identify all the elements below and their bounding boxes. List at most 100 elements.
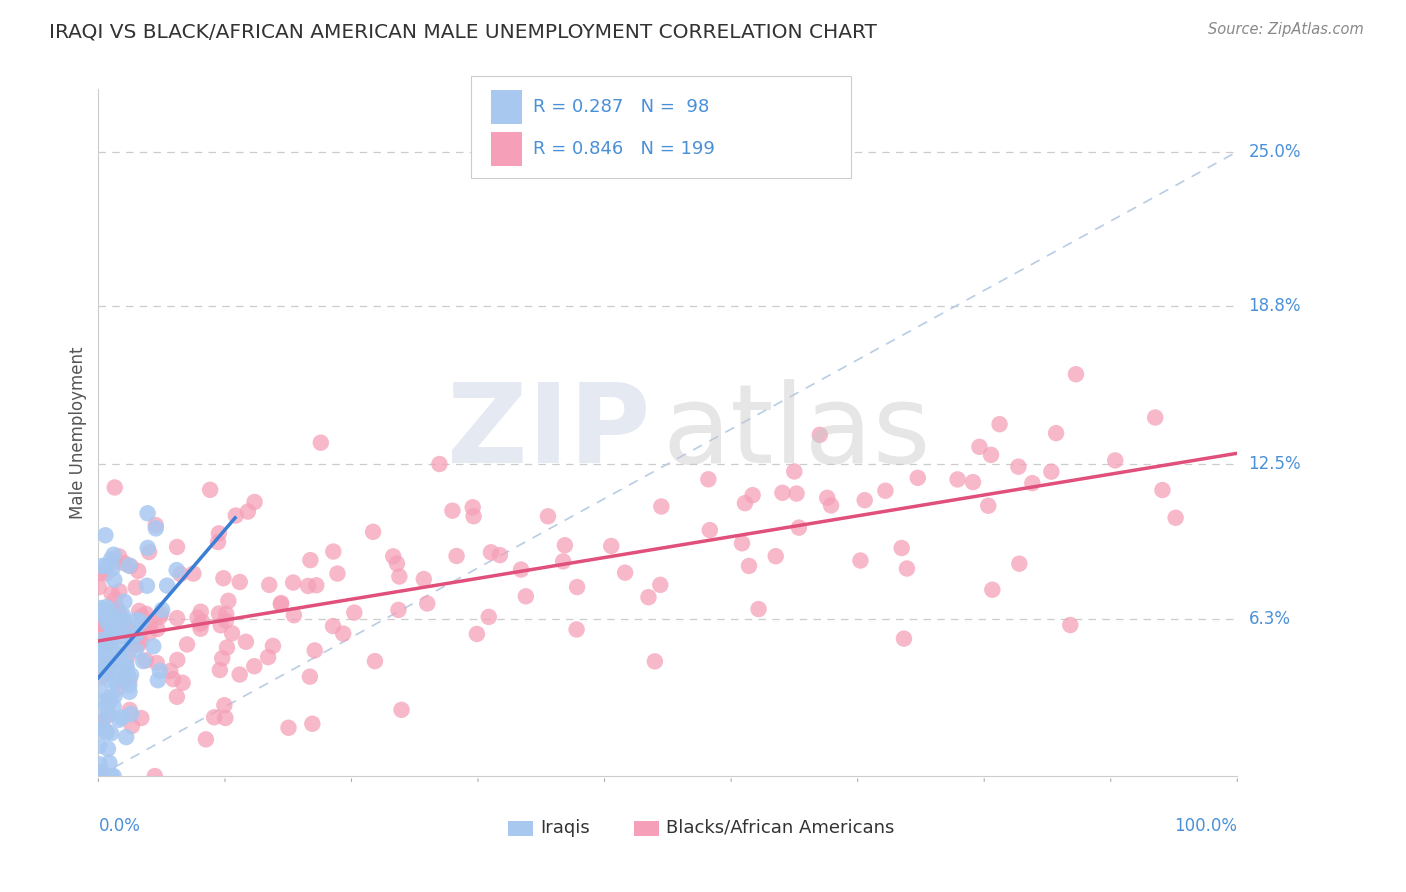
Text: 100.0%: 100.0% <box>1174 817 1237 835</box>
Point <box>343 606 366 620</box>
Point <box>136 506 159 520</box>
Point <box>162 672 184 686</box>
Point <box>98 756 121 770</box>
Point <box>98 648 121 663</box>
Point <box>748 602 770 616</box>
Point <box>217 594 239 608</box>
Point <box>111 607 134 622</box>
Point <box>783 465 806 479</box>
Point <box>101 610 124 624</box>
Point <box>100 640 122 655</box>
Point <box>553 554 575 568</box>
Point <box>103 573 125 587</box>
Point <box>103 769 125 783</box>
Point <box>304 643 326 657</box>
Point <box>122 635 145 649</box>
Point <box>121 629 143 643</box>
Point <box>91 621 114 635</box>
Point <box>215 607 238 621</box>
Text: 0.0%: 0.0% <box>98 817 141 835</box>
Point <box>988 417 1011 432</box>
Point <box>176 637 198 651</box>
Point <box>118 685 141 699</box>
Point <box>93 663 115 677</box>
Point <box>129 633 152 648</box>
Point <box>108 680 131 694</box>
Point <box>554 538 576 552</box>
Point <box>118 673 141 687</box>
Point <box>309 435 332 450</box>
Point <box>111 673 134 688</box>
Point <box>875 483 897 498</box>
Point <box>387 603 409 617</box>
Point <box>135 607 157 621</box>
Point <box>191 615 214 629</box>
Point <box>145 521 167 535</box>
Point <box>104 555 127 569</box>
Point <box>100 647 122 661</box>
Point <box>115 620 138 634</box>
Point <box>1164 510 1187 524</box>
Point <box>166 611 188 625</box>
Point <box>225 508 247 523</box>
Point <box>94 566 117 581</box>
Point <box>93 641 115 656</box>
Point <box>221 626 243 640</box>
Point <box>208 663 231 677</box>
Point <box>135 653 157 667</box>
Point <box>120 559 142 574</box>
Point <box>96 725 118 739</box>
Point <box>121 628 143 642</box>
Point <box>100 690 122 704</box>
Point <box>105 624 128 639</box>
Point <box>97 616 120 631</box>
Point <box>183 566 205 581</box>
Point <box>93 613 115 627</box>
Point <box>90 670 112 684</box>
Point <box>97 693 120 707</box>
Point <box>326 566 349 581</box>
Point <box>97 706 120 721</box>
Point <box>96 638 118 652</box>
Point <box>124 637 146 651</box>
Point <box>734 496 756 510</box>
Point <box>332 626 354 640</box>
Point <box>416 597 439 611</box>
Point <box>108 606 131 620</box>
Point <box>117 648 139 663</box>
Point <box>510 563 533 577</box>
Point <box>765 549 787 564</box>
Point <box>91 559 114 574</box>
Point <box>89 769 111 783</box>
Point <box>108 549 131 564</box>
Point <box>149 664 172 678</box>
Point <box>128 637 150 651</box>
Point <box>478 610 501 624</box>
Point <box>100 552 122 566</box>
Point <box>94 636 117 650</box>
Point <box>89 653 111 667</box>
Point <box>98 630 121 644</box>
Point <box>94 643 117 657</box>
Point <box>565 580 588 594</box>
Point <box>391 703 413 717</box>
Point <box>94 558 117 573</box>
Point <box>111 710 134 724</box>
Point <box>142 640 165 654</box>
FancyBboxPatch shape <box>634 821 659 836</box>
Point <box>122 630 145 644</box>
Point <box>125 643 148 657</box>
Point <box>125 581 148 595</box>
Point <box>108 713 131 727</box>
Point <box>962 475 984 489</box>
Point <box>808 427 831 442</box>
Point <box>94 700 117 714</box>
Point <box>100 624 122 638</box>
Point <box>820 499 842 513</box>
Point <box>946 472 969 486</box>
Point <box>235 634 257 648</box>
Point <box>208 526 231 541</box>
Point <box>89 757 111 772</box>
Point <box>93 627 115 641</box>
Point <box>87 764 110 779</box>
